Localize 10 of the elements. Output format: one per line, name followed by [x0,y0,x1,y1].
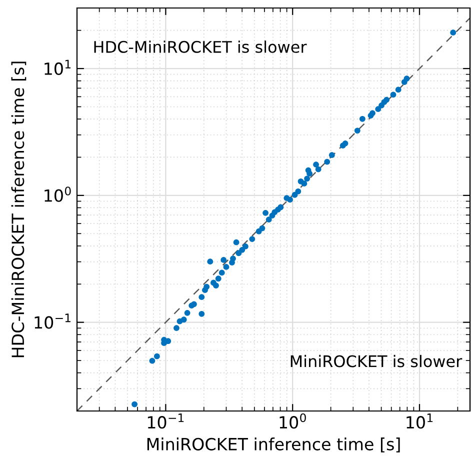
y-axis-title: HDC-MiniROCKET inference time [s] [11,62,26,358]
x-tick-label: 10$^{0}$ [280,413,306,429]
y-tick-label: 10$^{−1}$ [34,314,70,329]
x-axis-title: MiniROCKET inference time [s] [147,438,400,452]
annotation: MiniROCKET is slower [290,354,462,368]
x-tick-label: 10$^{−1}$ [148,414,184,429]
annotation: HDC-MiniROCKET is slower [94,40,307,53]
x-tick-label: 10$^{1}$ [406,414,433,429]
y-tick-label: 10$^{1}$ [44,60,71,75]
y-tick-label: 10$^{0}$ [44,186,71,202]
